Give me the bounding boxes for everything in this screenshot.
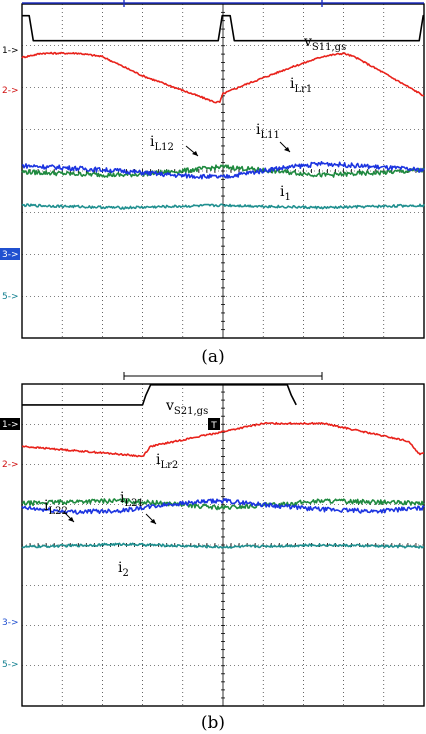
label-i1: i1 xyxy=(280,184,291,203)
arrow-iL22-head xyxy=(68,517,74,522)
arrow-iL21-head xyxy=(150,519,156,524)
label-ilr2: iLr2 xyxy=(156,452,178,471)
channel-marker-3: 3-> xyxy=(2,250,19,260)
channel-marker-4: 5-> xyxy=(2,292,19,302)
label-il11: iL11 xyxy=(256,122,280,141)
series-il21 xyxy=(21,498,425,515)
arrow-iL11-head xyxy=(284,147,290,152)
channel-marker-2: 2-> xyxy=(2,460,19,470)
panel-a-waveforms xyxy=(21,14,425,210)
panel-a-channel-markers: 1-> 2-> 3-> 5-> xyxy=(0,46,20,302)
series-i1 xyxy=(21,203,425,210)
panel-b-caption: (b) xyxy=(201,713,225,733)
panel-b-channel-markers: 1-> 2-> 3-> 5-> T xyxy=(0,418,220,670)
channel-marker-1: 1-> xyxy=(2,46,19,56)
series-i2 xyxy=(21,542,425,549)
channel-marker-3: 3-> xyxy=(2,618,19,628)
channel-marker-1: 1-> xyxy=(2,420,19,430)
panel-b-annotation-arrows xyxy=(63,511,157,525)
label-vs11-gs: vS11,gs xyxy=(303,34,346,53)
arrow-iL12-head xyxy=(192,151,198,156)
panel-a: 1-> 2-> 3-> 5-> vS11,gs iLr1 iL12 iL11 i1 xyxy=(0,0,425,339)
label-il12: iL12 xyxy=(150,134,174,153)
series-il22 xyxy=(21,497,425,511)
channel-marker-4: 5-> xyxy=(2,660,19,670)
label-ilr1: iLr1 xyxy=(290,76,312,95)
panel-a-annotation-arrows xyxy=(185,141,291,157)
channel-marker-box xyxy=(0,418,20,430)
series-ilr1 xyxy=(21,51,425,104)
panel-b-labels: vS21,gs iLr2 iL22 iL21 i2 xyxy=(44,398,208,579)
label-il22: iL22 xyxy=(44,498,68,517)
panel-b: 1-> 2-> 3-> 5-> T vS21,gs iLr2 iL22 iL21 i2 xyxy=(0,372,425,707)
label-il21: iL21 xyxy=(120,490,144,509)
series-ilr2 xyxy=(21,421,424,458)
label-i2: i2 xyxy=(118,560,129,579)
trigger-marker-box xyxy=(208,418,220,430)
panel-a-labels: vS11,gs iLr1 iL12 iL11 i1 xyxy=(150,34,346,203)
trigger-marker: T xyxy=(210,421,217,431)
panel-b-waveforms xyxy=(21,384,425,549)
channel-marker-2: 2-> xyxy=(2,86,19,96)
series-vs21-gs xyxy=(22,384,297,406)
series-vs11-gs xyxy=(22,14,424,42)
series-il12 xyxy=(21,164,425,178)
channel-marker-box xyxy=(0,248,20,260)
label-vs21-gs: vS21,gs xyxy=(165,398,208,417)
series-il11 xyxy=(21,161,425,180)
panel-a-caption: (a) xyxy=(201,347,224,367)
